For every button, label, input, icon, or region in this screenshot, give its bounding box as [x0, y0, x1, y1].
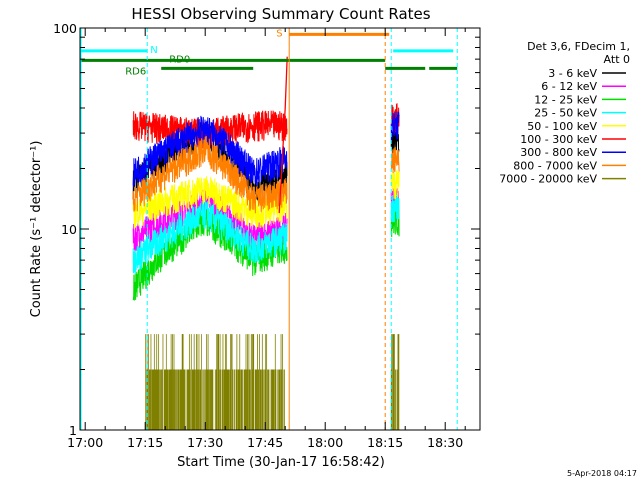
series-line [132, 115, 288, 188]
legend-header: Att 0 [604, 53, 630, 66]
legend-label: 12 - 25 keV [534, 93, 597, 106]
series-line [390, 146, 400, 174]
date-stamp: 5-Apr-2018 04:17 [567, 469, 637, 478]
legend-label: 300 - 800 keV [520, 146, 597, 159]
series-line [390, 111, 400, 143]
x-tick-label: 17:45 [247, 435, 283, 450]
flag-label: RD0 [169, 54, 190, 65]
spike-line [278, 56, 288, 214]
x-tick-label: 17:15 [127, 435, 163, 450]
flag-rd0: RD0 [80, 54, 386, 65]
flag-rd6: RD6 [125, 66, 458, 77]
x-axis-label: Start Time (30-Jan-17 16:58:42) [177, 455, 385, 470]
flag-s: S [276, 28, 390, 39]
y-tick-label: 10 [61, 222, 77, 237]
data-layer [132, 56, 400, 430]
series-25-50kev [132, 192, 400, 274]
axis-layer: 17:00 17:15 17:30 17:45 18:00 18:15 18:30 1 10 10… [53, 21, 480, 450]
x-tick-label: 17:00 [67, 435, 103, 450]
series-300-800kev [132, 111, 400, 188]
chart-title: HESSI Observing Summary Count Rates [131, 5, 430, 23]
flag-label: RD6 [125, 66, 146, 77]
series-800-7000kev [132, 135, 400, 214]
y-tick-label: 100 [53, 21, 77, 36]
series-7000-20000kev [145, 334, 400, 430]
flag-label: N [150, 45, 157, 56]
series-line [390, 169, 400, 200]
legend-label: 6 - 12 keV [541, 80, 597, 93]
flag-n: N [80, 45, 454, 56]
x-tick-label: 18:30 [427, 435, 463, 450]
legend-label: 7000 - 20000 keV [499, 173, 597, 186]
legend-header: Det 3,6, FDecim 1, [527, 40, 630, 53]
y-tick-label: 1 [69, 423, 77, 438]
series-line [390, 192, 400, 223]
series-line [132, 135, 288, 214]
legend-label: 50 - 100 keV [527, 120, 597, 133]
x-tick-label: 18:15 [367, 435, 403, 450]
x-tick-label: 17:30 [187, 435, 223, 450]
series-line [132, 199, 288, 274]
series-50-100kev [132, 169, 400, 230]
legend-label: 25 - 50 keV [534, 107, 597, 120]
legend-label: 3 - 6 keV [548, 67, 597, 80]
legend-label: 100 - 300 keV [520, 133, 597, 146]
series-line [390, 207, 400, 238]
legend-label: 800 - 7000 keV [513, 159, 597, 172]
flag-label: S [276, 28, 282, 39]
flag-layer: N S RD0 RD6 [80, 28, 458, 430]
x-tick-label: 18:00 [307, 435, 343, 450]
y-axis-label: Count Rate (s⁻¹ detector⁻¹) [29, 141, 44, 318]
series-line [132, 176, 288, 230]
